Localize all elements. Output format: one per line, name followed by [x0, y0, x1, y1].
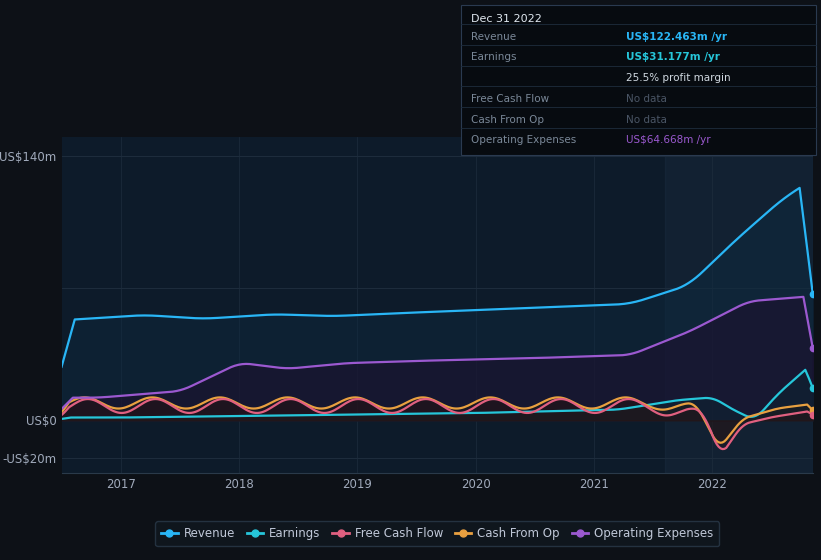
Text: No data: No data	[626, 94, 667, 104]
Text: Dec 31 2022: Dec 31 2022	[471, 14, 542, 24]
Text: US$31.177m /yr: US$31.177m /yr	[626, 53, 719, 63]
Text: No data: No data	[626, 115, 667, 125]
Text: US$64.668m /yr: US$64.668m /yr	[626, 136, 710, 146]
Text: Revenue: Revenue	[471, 32, 516, 42]
Text: Cash From Op: Cash From Op	[471, 115, 544, 125]
Legend: Revenue, Earnings, Free Cash Flow, Cash From Op, Operating Expenses: Revenue, Earnings, Free Cash Flow, Cash …	[155, 521, 719, 546]
Text: Operating Expenses: Operating Expenses	[471, 136, 576, 146]
Text: 25.5% profit margin: 25.5% profit margin	[626, 73, 730, 83]
Text: Free Cash Flow: Free Cash Flow	[471, 94, 549, 104]
Bar	[665, 137, 813, 473]
Text: US$122.463m /yr: US$122.463m /yr	[626, 32, 727, 42]
Text: Earnings: Earnings	[471, 53, 516, 63]
